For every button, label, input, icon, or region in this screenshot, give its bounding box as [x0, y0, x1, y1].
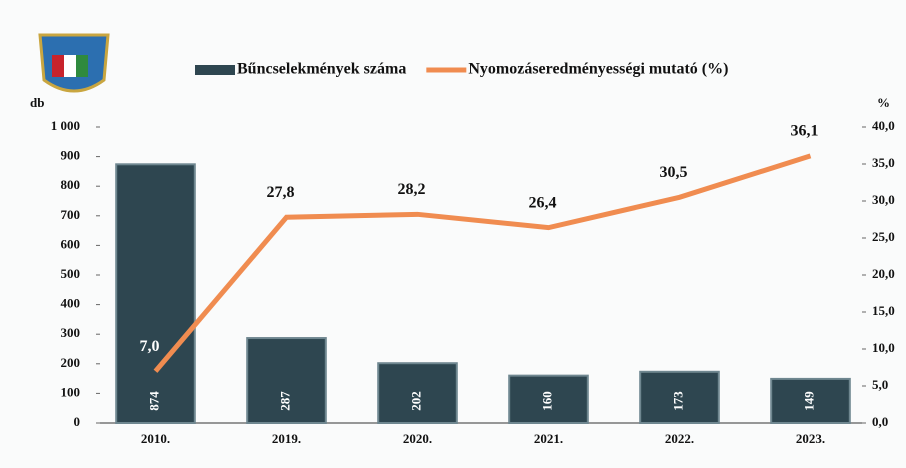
y2-tick-label: 25,0	[872, 229, 895, 244]
x-tick-label: 2022.	[665, 431, 694, 446]
bar	[116, 164, 195, 423]
y-tick-label: 300	[61, 325, 81, 340]
y2-tick-label: 40,0	[872, 118, 895, 133]
y-tick-label: 0	[74, 414, 81, 429]
line-value-label: 36,1	[791, 123, 819, 140]
legend-swatch	[195, 65, 235, 75]
bar-value-label: 287	[277, 391, 292, 411]
line-value-label: 27,8	[267, 184, 295, 201]
bar-value-label: 160	[539, 391, 554, 411]
y2-tick-label: 30,0	[872, 192, 895, 207]
line-value-label: 26,4	[529, 194, 557, 211]
y2-tick-label: 20,0	[872, 266, 895, 281]
chart: db % 0 100 200 300 400 500 600 700 800 900 1 000 0,…	[0, 0, 906, 468]
line-value-label: 7,0	[140, 338, 160, 355]
y-tick-label: 400	[61, 296, 81, 311]
bar-value-label: 149	[801, 391, 816, 411]
x-tick-label: 2010.	[141, 431, 170, 446]
legend-label: Nyomozáseredményességi mutató (%)	[468, 61, 728, 78]
y-tick-label: 200	[61, 355, 81, 370]
bar-value-label: 202	[408, 391, 423, 411]
x-tick-label: 2020.	[403, 431, 432, 446]
y2-tick-label: 0,0	[872, 414, 888, 429]
x-tick-label: 2023.	[796, 431, 825, 446]
y2-tick-label: 35,0	[872, 155, 895, 170]
x-tick-label: 2019.	[272, 431, 301, 446]
bar-value-label: 874	[146, 391, 161, 411]
legend-label: Bűncselekmények száma	[237, 61, 406, 78]
y-tick-label: 1 000	[51, 118, 80, 133]
line-value-label: 30,5	[660, 164, 688, 181]
y2-axis-label: %	[877, 95, 890, 110]
y2-tick-label: 5,0	[872, 377, 888, 392]
y-tick-label: 900	[61, 148, 81, 163]
bar-value-label: 173	[670, 391, 685, 411]
y2-tick-label: 10,0	[872, 340, 895, 355]
line-value-label: 28,2	[398, 181, 426, 198]
y-axis-label: db	[30, 95, 44, 110]
y-tick-label: 800	[61, 177, 81, 192]
y-tick-label: 600	[61, 236, 81, 251]
y-tick-label: 700	[61, 207, 81, 222]
y2-tick-label: 15,0	[872, 303, 895, 318]
x-tick-label: 2021.	[534, 431, 563, 446]
y-tick-label: 500	[61, 266, 81, 281]
logo	[40, 35, 108, 91]
y-tick-label: 100	[61, 384, 81, 399]
